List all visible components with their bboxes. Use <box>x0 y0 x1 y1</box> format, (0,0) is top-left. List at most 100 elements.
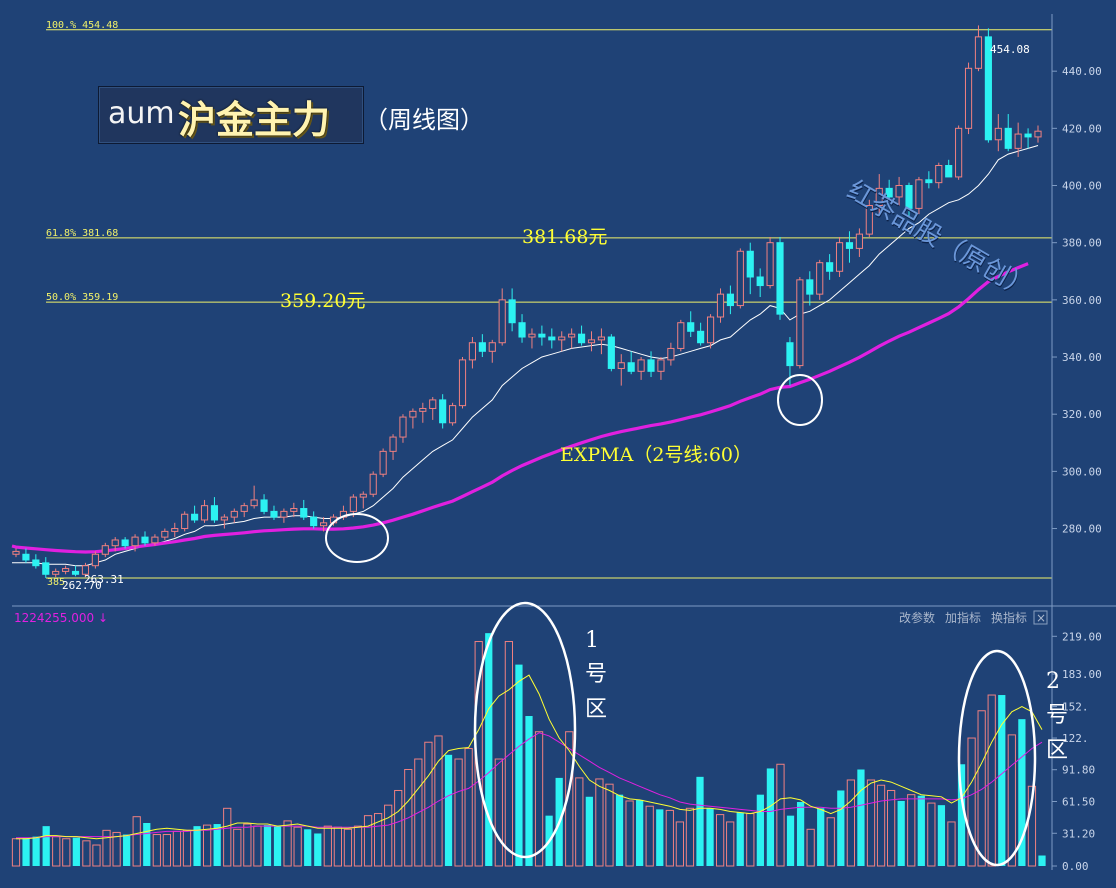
change-params-button[interactable]: 改参数 <box>899 610 935 625</box>
candle-body-down <box>627 362 635 372</box>
volume-readout: 1224255.000 ↓ <box>14 611 108 625</box>
candle <box>22 548 30 563</box>
volume-bar-up <box>866 779 876 867</box>
candle <box>1014 122 1022 157</box>
low-marker-a: 262.70 <box>62 579 102 592</box>
zone2-label-1: 2 <box>1046 669 1060 694</box>
panel-frame <box>12 14 1116 870</box>
candle-body-up <box>587 339 596 344</box>
candle <box>131 534 139 552</box>
volume-bar-down <box>1018 719 1026 866</box>
candle-body-down <box>42 562 50 575</box>
candle <box>369 471 377 498</box>
volume-bar-down <box>1038 855 1046 866</box>
candle <box>310 511 318 529</box>
candle-body-up <box>865 205 873 235</box>
volume-bar-up <box>112 831 121 867</box>
candle <box>528 328 536 349</box>
volume-bar-up <box>132 816 141 867</box>
candle <box>796 276 804 369</box>
candle-body-up <box>736 250 744 307</box>
candle <box>776 236 784 320</box>
candle-body-down <box>270 510 278 518</box>
candle-body-down <box>32 559 40 567</box>
candle-body-up <box>399 416 407 438</box>
volume-bar-up <box>182 829 192 867</box>
candle <box>875 174 883 215</box>
candle <box>766 236 774 289</box>
add-indicator-button[interactable]: 加指标 <box>945 610 981 625</box>
candle-body-down <box>647 359 655 372</box>
volume-bar-up <box>987 694 996 867</box>
volume-tick-label: 122. <box>1062 732 1089 745</box>
candle-body-down <box>607 336 615 369</box>
fib-level-label: 61.8% 381.68 <box>46 228 118 239</box>
candle-body-down <box>885 187 893 198</box>
circle-volume-zone-2 <box>957 649 1037 867</box>
switch-indicator-button[interactable]: 换指标 <box>991 610 1027 625</box>
candle-body-down <box>905 185 913 209</box>
volume-tick-label: 183.00 <box>1062 668 1102 681</box>
volume-bar-up <box>424 741 433 867</box>
volume-bar-down <box>515 664 523 866</box>
volume-tick-label: 219.00 <box>1062 630 1102 643</box>
volume-bar-down <box>314 833 322 866</box>
volume-bar-down <box>263 825 272 866</box>
candle <box>984 28 992 143</box>
candle-body-down <box>845 242 854 249</box>
volume-bar-up <box>806 828 815 867</box>
close-icon[interactable]: × <box>1036 611 1046 625</box>
volume-bar-down <box>998 695 1006 866</box>
close-icon-frame[interactable] <box>1033 610 1048 625</box>
volume-bar-down <box>213 824 221 866</box>
candle-body-up <box>458 359 467 407</box>
volume-bar-up <box>1007 734 1016 867</box>
title-box <box>98 86 364 144</box>
candle <box>1004 114 1012 152</box>
candle-body-up <box>230 510 238 518</box>
volume-bar-up <box>82 840 91 867</box>
volume-bar-down <box>917 795 925 866</box>
volume-bar-up <box>1027 785 1037 867</box>
candle-body-up <box>706 316 715 344</box>
candle-body-up <box>419 407 427 412</box>
candle-body-up <box>161 530 169 538</box>
price-panel: 280.00 300.00 320.00 340.00 360.00 380.00 400.… <box>11 20 1102 579</box>
candle <box>320 517 328 532</box>
volume-bar-up <box>11 838 21 867</box>
volume-bar-up <box>394 789 403 867</box>
candle-body-up <box>151 536 159 544</box>
candle-body-up <box>796 279 804 367</box>
candle-body-up <box>320 522 328 527</box>
volume-bar-down <box>857 769 865 866</box>
ticker-symbol: aum <box>108 96 175 131</box>
volume-bar-up <box>223 807 232 867</box>
volume-bar-up <box>826 817 835 867</box>
volume-bar-up <box>62 838 71 867</box>
candle <box>488 339 496 363</box>
candle-body-down <box>210 505 219 521</box>
candle <box>964 62 973 135</box>
candle-body-down <box>518 322 526 338</box>
price-tick-label: 380.00 <box>1062 237 1102 250</box>
candle-body-down <box>141 536 149 544</box>
candle-body-down <box>22 553 30 561</box>
volume-bar-up <box>373 813 383 867</box>
volume-bar-up <box>52 836 61 867</box>
candle <box>945 159 953 178</box>
volume-bar-up <box>967 737 976 867</box>
price-tick-label: 440.00 <box>1062 65 1102 78</box>
volume-bar-up <box>384 804 393 867</box>
volume-bar-up <box>907 794 916 867</box>
candle <box>548 328 556 349</box>
candle-body-up <box>855 233 863 249</box>
volume-bar-down <box>22 837 30 866</box>
volume-bar-down <box>937 805 946 866</box>
volume-bar-up <box>927 802 936 867</box>
candle <box>994 114 1002 152</box>
candle-body-down <box>776 242 784 315</box>
candle-body-up <box>1034 130 1042 138</box>
candle <box>81 562 90 578</box>
candle <box>220 514 228 529</box>
